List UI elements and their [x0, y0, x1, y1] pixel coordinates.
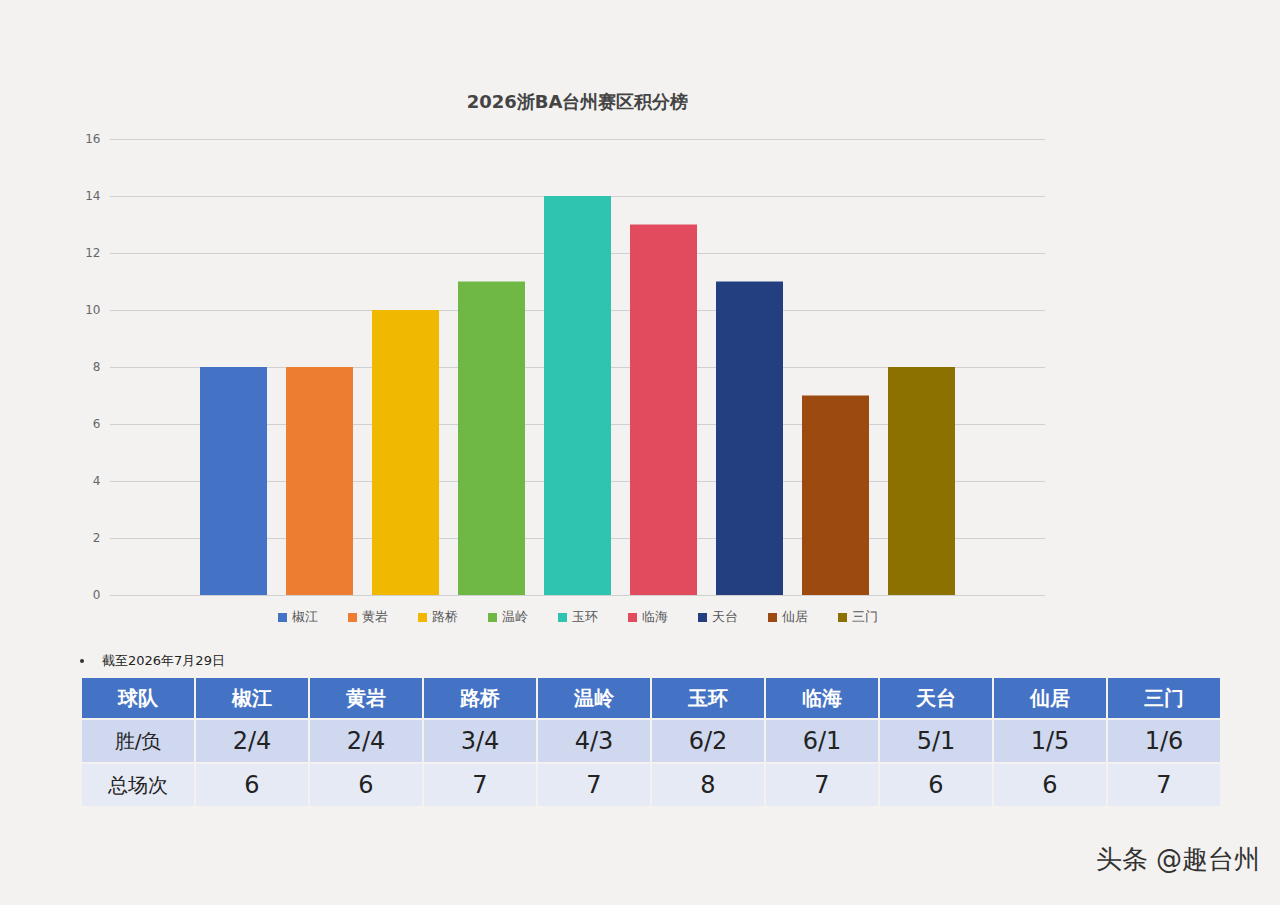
html-text:6: 6: [928, 771, 944, 799]
svg-text:4: 4: [93, 474, 101, 488]
html-text:2026浙BA台州赛区积分榜: 2026浙BA台州赛区积分榜: [466, 91, 689, 112]
html-text:6/2: 6/2: [688, 727, 728, 755]
html-text:6/1: 6/1: [802, 727, 842, 755]
html-text:三门: 三门: [1144, 685, 1184, 710]
html-text:路桥: 路桥: [460, 685, 500, 710]
html-text:1/6: 1/6: [1144, 727, 1184, 755]
html-text:路桥: 路桥: [431, 609, 458, 624]
html-text:天台: 天台: [711, 609, 738, 624]
html-text:临海: 临海: [802, 685, 842, 710]
html-text:仙居: 仙居: [1030, 685, 1070, 710]
svg-text:12: 12: [85, 246, 100, 260]
html-text:胜/负: 胜/负: [114, 728, 162, 753]
html-text:黄岩: 黄岩: [346, 685, 386, 710]
html-text:3/4: 3/4: [460, 727, 500, 755]
html-text:仙居: 仙居: [781, 609, 808, 624]
svg-text:14: 14: [85, 189, 100, 203]
html-text:7: 7: [472, 771, 488, 799]
html-text:温岭: 温岭: [574, 685, 614, 710]
html-text:三门: 三门: [851, 609, 878, 624]
html-text:椒江: 椒江: [232, 685, 272, 710]
svg-text:6: 6: [93, 417, 101, 431]
html-text:临海: 临海: [641, 609, 668, 624]
html-text:温岭: 温岭: [501, 609, 528, 624]
html-text:1/5: 1/5: [1030, 727, 1070, 755]
html-text:8: 8: [700, 771, 716, 799]
html-text:5/1: 5/1: [916, 727, 956, 755]
html-text:6: 6: [358, 771, 374, 799]
svg-text:16: 16: [85, 132, 100, 146]
html-text:2/4: 2/4: [346, 727, 386, 755]
html-text:4/3: 4/3: [574, 727, 614, 755]
html-text:总场次: 总场次: [108, 772, 168, 797]
html-text:椒江: 椒江: [291, 609, 318, 624]
html-text:玉环: 玉环: [688, 685, 728, 710]
html-text:球队: 球队: [118, 685, 158, 710]
svg-text:8: 8: [93, 360, 101, 374]
html-text:7: 7: [586, 771, 602, 799]
html-text:头条 @趣台州: 头条 @趣台州: [1095, 844, 1260, 874]
svg-text:2: 2: [93, 531, 101, 545]
svg-text:10: 10: [85, 303, 100, 317]
html-text:玉环: 玉环: [571, 609, 598, 624]
html-text:天台: 天台: [916, 685, 956, 710]
html-text:6: 6: [1042, 771, 1058, 799]
html-text:6: 6: [244, 771, 260, 799]
html-text:截至2026年7月29日: 截至2026年7月29日: [102, 653, 225, 668]
svg-text:0: 0: [93, 588, 101, 602]
html-text:黄岩: 黄岩: [361, 609, 388, 624]
html-text:2/4: 2/4: [232, 727, 272, 755]
html-text:7: 7: [814, 771, 830, 799]
html-text:7: 7: [1156, 771, 1172, 799]
